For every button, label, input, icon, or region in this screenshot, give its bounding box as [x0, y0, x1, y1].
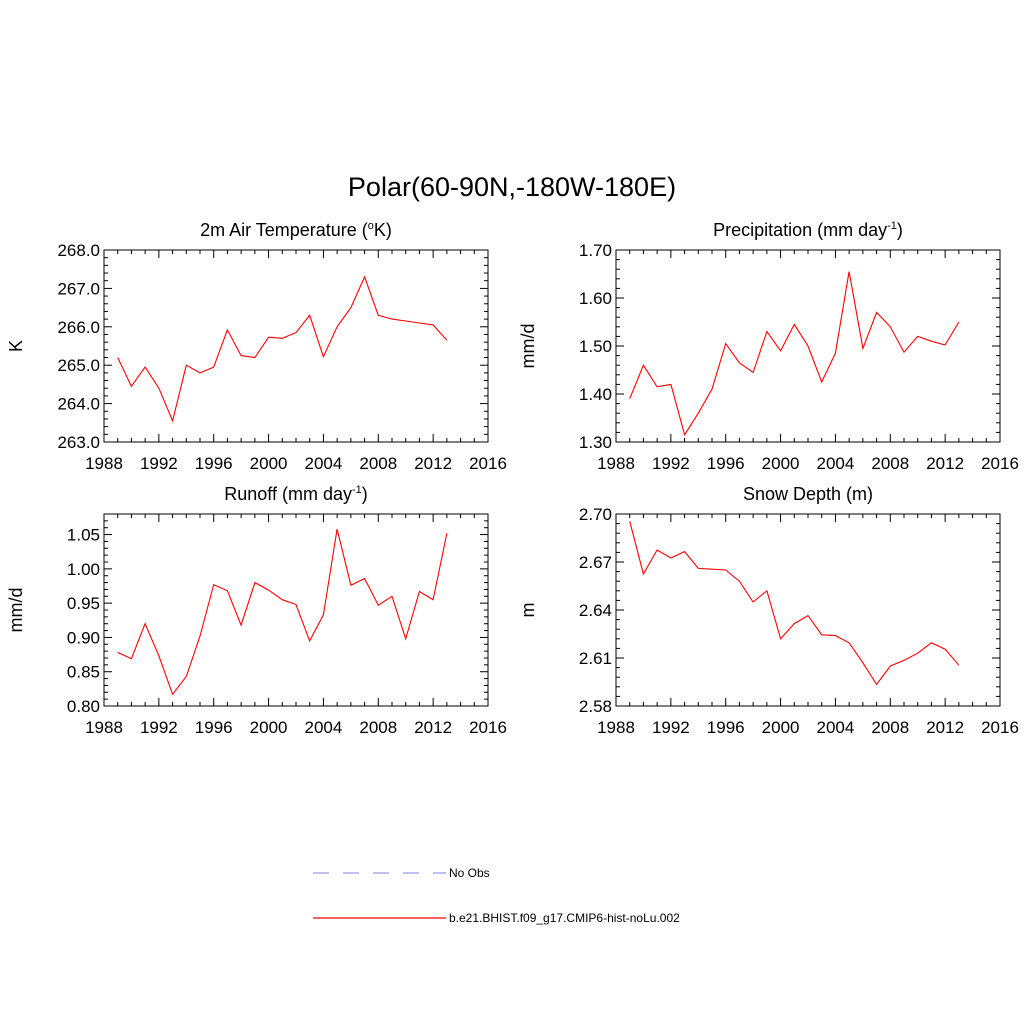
panel-title: Snow Depth (m) — [743, 484, 873, 504]
plot-frame — [103, 513, 489, 707]
x-tick-label: 1996 — [707, 718, 745, 737]
y-tick-label: 0.95 — [67, 594, 100, 613]
x-tick-label: 2000 — [250, 454, 288, 473]
panel-title-tail: ) — [362, 484, 368, 504]
x-tick-label: 2008 — [871, 718, 909, 737]
y-axis-label: m — [518, 603, 538, 618]
y-tick-label: 1.50 — [579, 337, 612, 356]
x-tick-label: 1992 — [140, 454, 178, 473]
x-tick-label: 1988 — [597, 718, 635, 737]
panel-3: Runoff (mm day-1) 1988 1992 1996 2000 2004 200… — [6, 484, 507, 737]
panels: 2m Air Temperature (oK)1988 1992 1996 2000 2… — [6, 220, 1019, 737]
x-tick-label: 2016 — [981, 718, 1019, 737]
x-tick-label: 2008 — [359, 454, 397, 473]
panel-title-main: Snow Depth (m) — [743, 484, 873, 504]
y-axis-label: mm/d — [6, 588, 26, 633]
panel-1: 2m Air Temperature (oK) 1988 1992 1996 2000 2… — [6, 220, 507, 473]
y-tick-label: 264.0 — [57, 395, 100, 414]
x-tick-label: 2016 — [469, 718, 507, 737]
x-tick-label: 2008 — [359, 718, 397, 737]
panel-title: 2m Air Temperature (oK) — [200, 220, 392, 240]
y-axis-label: K — [6, 340, 26, 352]
x-tick-label: 2000 — [762, 454, 800, 473]
legend-entry: No Obs — [313, 866, 490, 880]
panel-title-main: Precipitation (mm day — [713, 220, 887, 240]
panel-title-superscript: -1 — [887, 220, 897, 232]
y-tick-label: 2.61 — [579, 649, 612, 668]
x-tick-label: 2012 — [414, 718, 452, 737]
x-tick-label: 2004 — [305, 718, 343, 737]
x-tick-label: 2004 — [817, 718, 855, 737]
x-tick-label: 1996 — [195, 454, 233, 473]
y-axis-label: mm/d — [518, 324, 538, 369]
x-tick-label: 1988 — [597, 454, 635, 473]
panel-2: Precipitation (mm day-1) 1988 1992 1996 2000… — [518, 220, 1019, 473]
x-tick-label: 2016 — [469, 454, 507, 473]
y-tick-label: 1.70 — [579, 241, 612, 260]
panel-title-tail: K) — [374, 220, 392, 240]
x-tick-label: 2000 — [762, 718, 800, 737]
y-tick-label: 1.05 — [67, 526, 100, 545]
y-tick-label: 1.30 — [579, 433, 612, 452]
x-tick-label: 1996 — [707, 454, 745, 473]
y-tick-label: 0.90 — [67, 628, 100, 647]
y-tick-label: 0.80 — [67, 697, 100, 716]
y-tick-label: 268.0 — [57, 241, 100, 260]
x-tick-label: 2004 — [817, 454, 855, 473]
x-tick-label: 2012 — [414, 454, 452, 473]
x-tick-label: 1996 — [195, 718, 233, 737]
panel-title: Precipitation (mm day-1) — [713, 220, 903, 240]
figure-title: Polar(60-90N,-180W-180E) — [348, 172, 676, 202]
y-tick-label: 2.58 — [579, 697, 612, 716]
legend-label: b.e21.BHIST.f09_g17.CMIP6-hist-noLu.002 — [449, 911, 680, 925]
x-tick-label: 1992 — [140, 718, 178, 737]
panel-4: Snow Depth (m) 1988 1992 1996 2000 2004 2008 20… — [518, 484, 1019, 737]
y-tick-label: 0.85 — [67, 663, 100, 682]
series-line — [629, 521, 960, 686]
x-tick-label: 1992 — [652, 454, 690, 473]
y-tick-label: 266.0 — [57, 318, 100, 337]
x-tick-label: 1988 — [85, 718, 123, 737]
series-line — [117, 528, 448, 696]
x-tick-label: 1992 — [652, 718, 690, 737]
x-tick-label: 2016 — [981, 454, 1019, 473]
panel-title-main: Runoff (mm day — [224, 484, 352, 504]
x-tick-label: 1988 — [85, 454, 123, 473]
panel-title-superscript: -1 — [352, 484, 362, 496]
panel-title-superscript: o — [368, 220, 374, 232]
y-tick-label: 2.67 — [579, 553, 612, 572]
y-tick-label: 2.64 — [579, 601, 612, 620]
x-tick-label: 2012 — [926, 718, 964, 737]
x-tick-label: 2000 — [250, 718, 288, 737]
y-tick-label: 2.70 — [579, 505, 612, 524]
panel-title-tail: ) — [897, 220, 903, 240]
plot-frame — [615, 513, 1001, 707]
y-tick-label: 1.00 — [67, 560, 100, 579]
y-tick-label: 1.60 — [579, 289, 612, 308]
y-tick-label: 1.40 — [579, 385, 612, 404]
series-line — [117, 275, 448, 423]
y-tick-label: 267.0 — [57, 279, 100, 298]
panel-title-main: 2m Air Temperature ( — [200, 220, 368, 240]
plot-frame — [103, 249, 489, 443]
panel-title: Runoff (mm day-1) — [224, 484, 368, 504]
x-tick-label: 2004 — [305, 454, 343, 473]
y-tick-label: 265.0 — [57, 356, 100, 375]
y-tick-label: 263.0 — [57, 433, 100, 452]
legend-entry: b.e21.BHIST.f09_g17.CMIP6-hist-noLu.002 — [313, 911, 680, 925]
legend: No Obs b.e21.BHIST.f09_g17.CMIP6-hist-noL… — [313, 866, 680, 925]
legend-label: No Obs — [449, 866, 490, 880]
x-tick-label: 2008 — [871, 454, 909, 473]
series-line — [629, 271, 960, 437]
x-tick-label: 2012 — [926, 454, 964, 473]
